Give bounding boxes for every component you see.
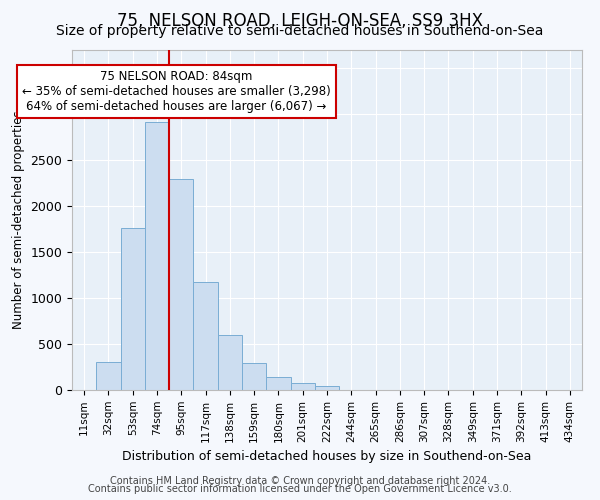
- Bar: [96, 362, 121, 390]
- Bar: [218, 335, 242, 390]
- Text: Contains HM Land Registry data © Crown copyright and database right 2024.: Contains HM Land Registry data © Crown c…: [110, 476, 490, 486]
- Text: Contains public sector information licensed under the Open Government Licence v3: Contains public sector information licen…: [88, 484, 512, 494]
- Bar: [242, 363, 266, 390]
- Text: 75, NELSON ROAD, LEIGH-ON-SEA, SS9 3HX: 75, NELSON ROAD, LEIGH-ON-SEA, SS9 3HX: [117, 12, 483, 30]
- Bar: [121, 228, 145, 390]
- Bar: [266, 376, 290, 390]
- X-axis label: Distribution of semi-detached houses by size in Southend-on-Sea: Distribution of semi-detached houses by …: [122, 450, 532, 463]
- Text: 75 NELSON ROAD: 84sqm
← 35% of semi-detached houses are smaller (3,298)
64% of s: 75 NELSON ROAD: 84sqm ← 35% of semi-deta…: [22, 70, 331, 113]
- Bar: [290, 383, 315, 390]
- Bar: [145, 122, 169, 390]
- Text: Size of property relative to semi-detached houses in Southend-on-Sea: Size of property relative to semi-detach…: [56, 24, 544, 38]
- Bar: [169, 178, 193, 390]
- Bar: [193, 282, 218, 390]
- Bar: [315, 386, 339, 390]
- Y-axis label: Number of semi-detached properties: Number of semi-detached properties: [12, 110, 25, 330]
